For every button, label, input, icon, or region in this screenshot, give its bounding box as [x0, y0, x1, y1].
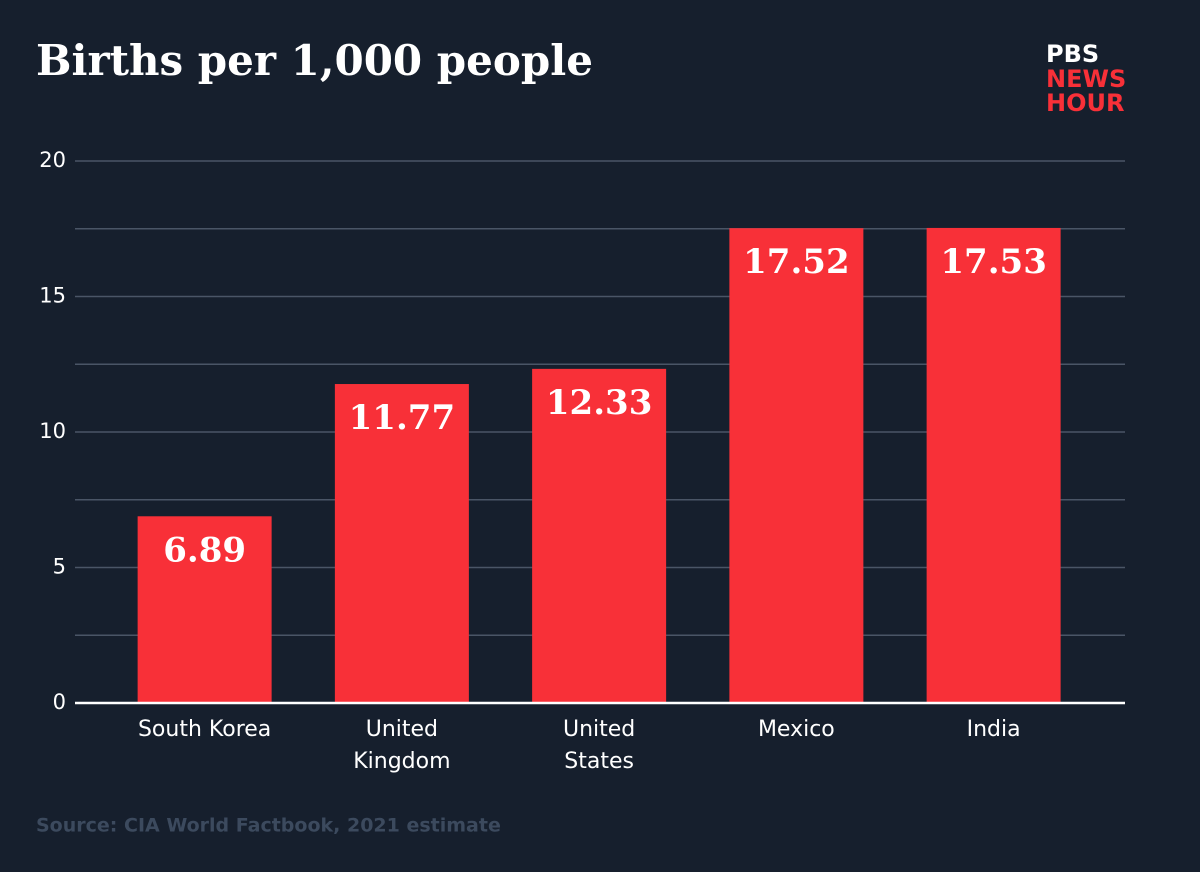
bar — [729, 228, 864, 703]
x-tick-label: United — [563, 717, 635, 742]
source: Source: CIA World Factbook, 2021 estimat… — [36, 815, 501, 837]
x-tick-label: States — [564, 749, 634, 774]
y-tick-label: 5 — [53, 555, 66, 579]
chart-title: Births per 1,000 people — [36, 36, 593, 85]
bar — [137, 516, 272, 703]
value-label: 17.52 — [743, 242, 849, 282]
x-tick-label: South Korea — [138, 717, 271, 742]
y-tick-label: 15 — [39, 284, 66, 308]
x-tick-label: United — [366, 717, 438, 742]
y-tick-label: 0 — [53, 690, 66, 714]
bar — [926, 227, 1061, 703]
value-label: 17.53 — [940, 242, 1046, 282]
x-tick-label: India — [967, 717, 1021, 742]
y-tick-label: 20 — [39, 148, 66, 172]
logo-line: HOUR — [1046, 89, 1124, 117]
bar — [334, 384, 469, 703]
x-tick-label: Mexico — [758, 717, 835, 742]
logo-line: NEWS — [1046, 65, 1126, 93]
value-label: 11.77 — [349, 398, 455, 438]
y-tick-label: 10 — [39, 419, 66, 443]
value-label: 12.33 — [546, 383, 652, 423]
value-label: 6.89 — [163, 530, 246, 570]
logo-top: PBS — [1046, 40, 1099, 68]
bar — [532, 368, 667, 703]
x-tick-label: Kingdom — [353, 749, 450, 774]
